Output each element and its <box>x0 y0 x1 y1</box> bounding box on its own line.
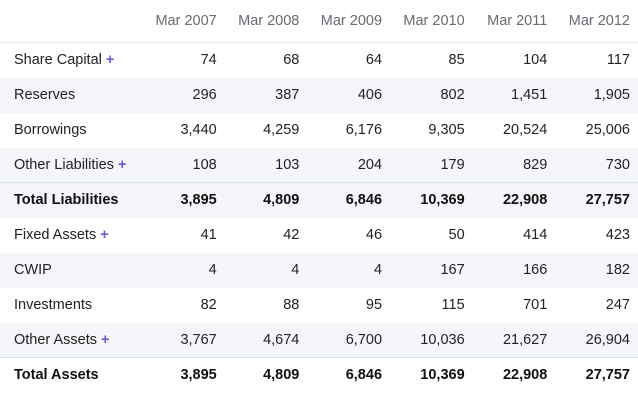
total-value-cell: 4,809 <box>224 182 308 218</box>
value-cell: 64 <box>365 52 383 69</box>
row-label[interactable]: Other Assets <box>14 331 98 348</box>
table-row-fixed-assets: Fixed Assets + 41 42 46 50 414 423 <box>0 218 638 253</box>
value-cell: 74 <box>200 52 217 69</box>
column-header: Mar 2008 <box>224 0 308 43</box>
value-cell: 730 <box>605 156 630 173</box>
table-row-total-liabilities: Total Liabilities 3,895 4,809 6,846 10,3… <box>0 182 638 218</box>
value-cell: 104 <box>523 52 548 69</box>
column-header: Mar 2012 <box>555 0 638 43</box>
total-value-cell: 4,809 <box>224 357 308 393</box>
value-cell: 204 <box>357 156 383 173</box>
row-label-cell[interactable]: Other Assets + <box>0 323 142 358</box>
value-cell: 182 <box>605 262 630 278</box>
value-cell: 6,700 <box>345 331 383 348</box>
value-cell: 115 <box>441 297 465 313</box>
value-cell: 41 <box>200 227 217 243</box>
table-row-total-assets: Total Assets 3,895 4,809 6,846 10,369 22… <box>0 357 638 393</box>
column-header: Mar 2009 <box>307 0 391 43</box>
total-value-cell: 10,369 <box>390 357 473 393</box>
value-cell: 423 <box>605 227 630 243</box>
column-header: Mar 2011 <box>472 0 556 43</box>
row-label: Borrowings <box>14 122 87 138</box>
total-value-cell: 22,908 <box>472 182 556 218</box>
expand-plus-icon[interactable]: + <box>117 156 127 173</box>
row-label: Investments <box>14 297 93 313</box>
total-value-cell: 27,757 <box>555 357 638 393</box>
value-cell: 3,767 <box>180 331 217 348</box>
value-cell: 9,305 <box>428 122 465 138</box>
expand-plus-icon[interactable]: + <box>105 52 115 69</box>
value-cell: 50 <box>448 227 465 243</box>
value-cell: 802 <box>440 87 465 103</box>
column-header: Mar 2007 <box>142 0 225 43</box>
value-cell: 25,006 <box>585 122 630 138</box>
expand-plus-icon[interactable]: + <box>101 331 110 348</box>
total-value-cell: 3,895 <box>142 182 225 218</box>
value-cell: 4 <box>208 262 217 278</box>
table-row-cwip: CWIP 4 4 4 167 166 182 <box>0 252 638 288</box>
row-label[interactable]: Share Capital <box>14 52 102 69</box>
value-cell: 10,036 <box>420 331 465 348</box>
value-cell: 26,904 <box>585 331 630 348</box>
table-row-other-liabilities: Other Liabilities + 108 103 204 179 829 7… <box>0 147 638 183</box>
value-cell: 4 <box>373 262 383 278</box>
row-label-cell[interactable]: Fixed Assets + <box>0 218 142 253</box>
value-cell: 167 <box>440 262 465 278</box>
value-cell: 85 <box>448 52 465 69</box>
header-label-cell <box>0 0 143 43</box>
value-cell: 4,259 <box>263 122 300 138</box>
table-row-reserves: Reserves 296 387 406 802 1,451 1,905 <box>0 77 638 113</box>
column-header: Mar 2010 <box>390 0 473 43</box>
value-cell: 20,524 <box>502 122 548 138</box>
table-row-other-assets: Other Assets + 3,767 4,674 6,700 10,036 2… <box>0 322 638 358</box>
value-cell: 1,451 <box>511 87 548 103</box>
value-cell: 117 <box>606 52 630 69</box>
row-label: CWIP <box>14 262 52 278</box>
value-cell: 3,440 <box>180 122 217 138</box>
value-cell: 179 <box>440 156 465 173</box>
total-value-cell: 27,757 <box>555 182 638 218</box>
value-cell: 414 <box>523 227 548 243</box>
value-cell: 701 <box>523 297 548 313</box>
value-cell: 46 <box>365 227 383 243</box>
header-row: Mar 2007 Mar 2008 Mar 2009 Mar 2010 Mar … <box>0 0 638 43</box>
row-label: Total Liabilities <box>0 182 143 218</box>
table-row-borrowings: Borrowings 3,440 4,259 6,176 9,305 20,52… <box>0 113 638 148</box>
value-cell: 68 <box>283 52 300 69</box>
value-cell: 1,905 <box>593 87 630 103</box>
value-cell: 95 <box>365 297 383 313</box>
table-row-share-capital: Share Capital + 74 68 64 85 104 117 <box>0 43 638 78</box>
total-value-cell: 6,846 <box>307 357 391 393</box>
value-cell: 88 <box>283 297 300 313</box>
total-value-cell: 3,895 <box>142 357 225 393</box>
row-label: Total Assets <box>0 357 143 393</box>
table-row-investments: Investments 82 88 95 115 701 247 <box>0 288 638 323</box>
value-cell: 108 <box>192 156 217 173</box>
total-value-cell: 6,846 <box>307 182 391 218</box>
total-value-cell: 10,369 <box>390 182 473 218</box>
value-cell: 103 <box>275 156 300 173</box>
value-cell: 42 <box>283 227 300 243</box>
expand-plus-icon[interactable]: + <box>100 227 109 243</box>
row-label-cell[interactable]: Share Capital + <box>0 43 142 78</box>
value-cell: 82 <box>200 297 217 313</box>
value-cell: 4,674 <box>263 331 300 348</box>
row-label[interactable]: Other Liabilities <box>14 156 114 173</box>
value-cell: 247 <box>605 297 630 313</box>
value-cell: 387 <box>275 87 300 103</box>
value-cell: 6,176 <box>345 122 383 138</box>
value-cell: 21,627 <box>502 331 548 348</box>
balance-sheet-table: Mar 2007 Mar 2008 Mar 2009 Mar 2010 Mar … <box>0 0 638 393</box>
row-label: Reserves <box>14 87 76 103</box>
total-value-cell: 22,908 <box>472 357 556 393</box>
value-cell: 296 <box>192 87 217 103</box>
row-label-cell[interactable]: Other Liabilities + <box>0 148 142 183</box>
value-cell: 829 <box>523 156 548 173</box>
row-label[interactable]: Fixed Assets <box>14 227 97 243</box>
value-cell: 406 <box>357 87 383 103</box>
value-cell: 166 <box>523 262 548 278</box>
value-cell: 4 <box>291 262 300 278</box>
